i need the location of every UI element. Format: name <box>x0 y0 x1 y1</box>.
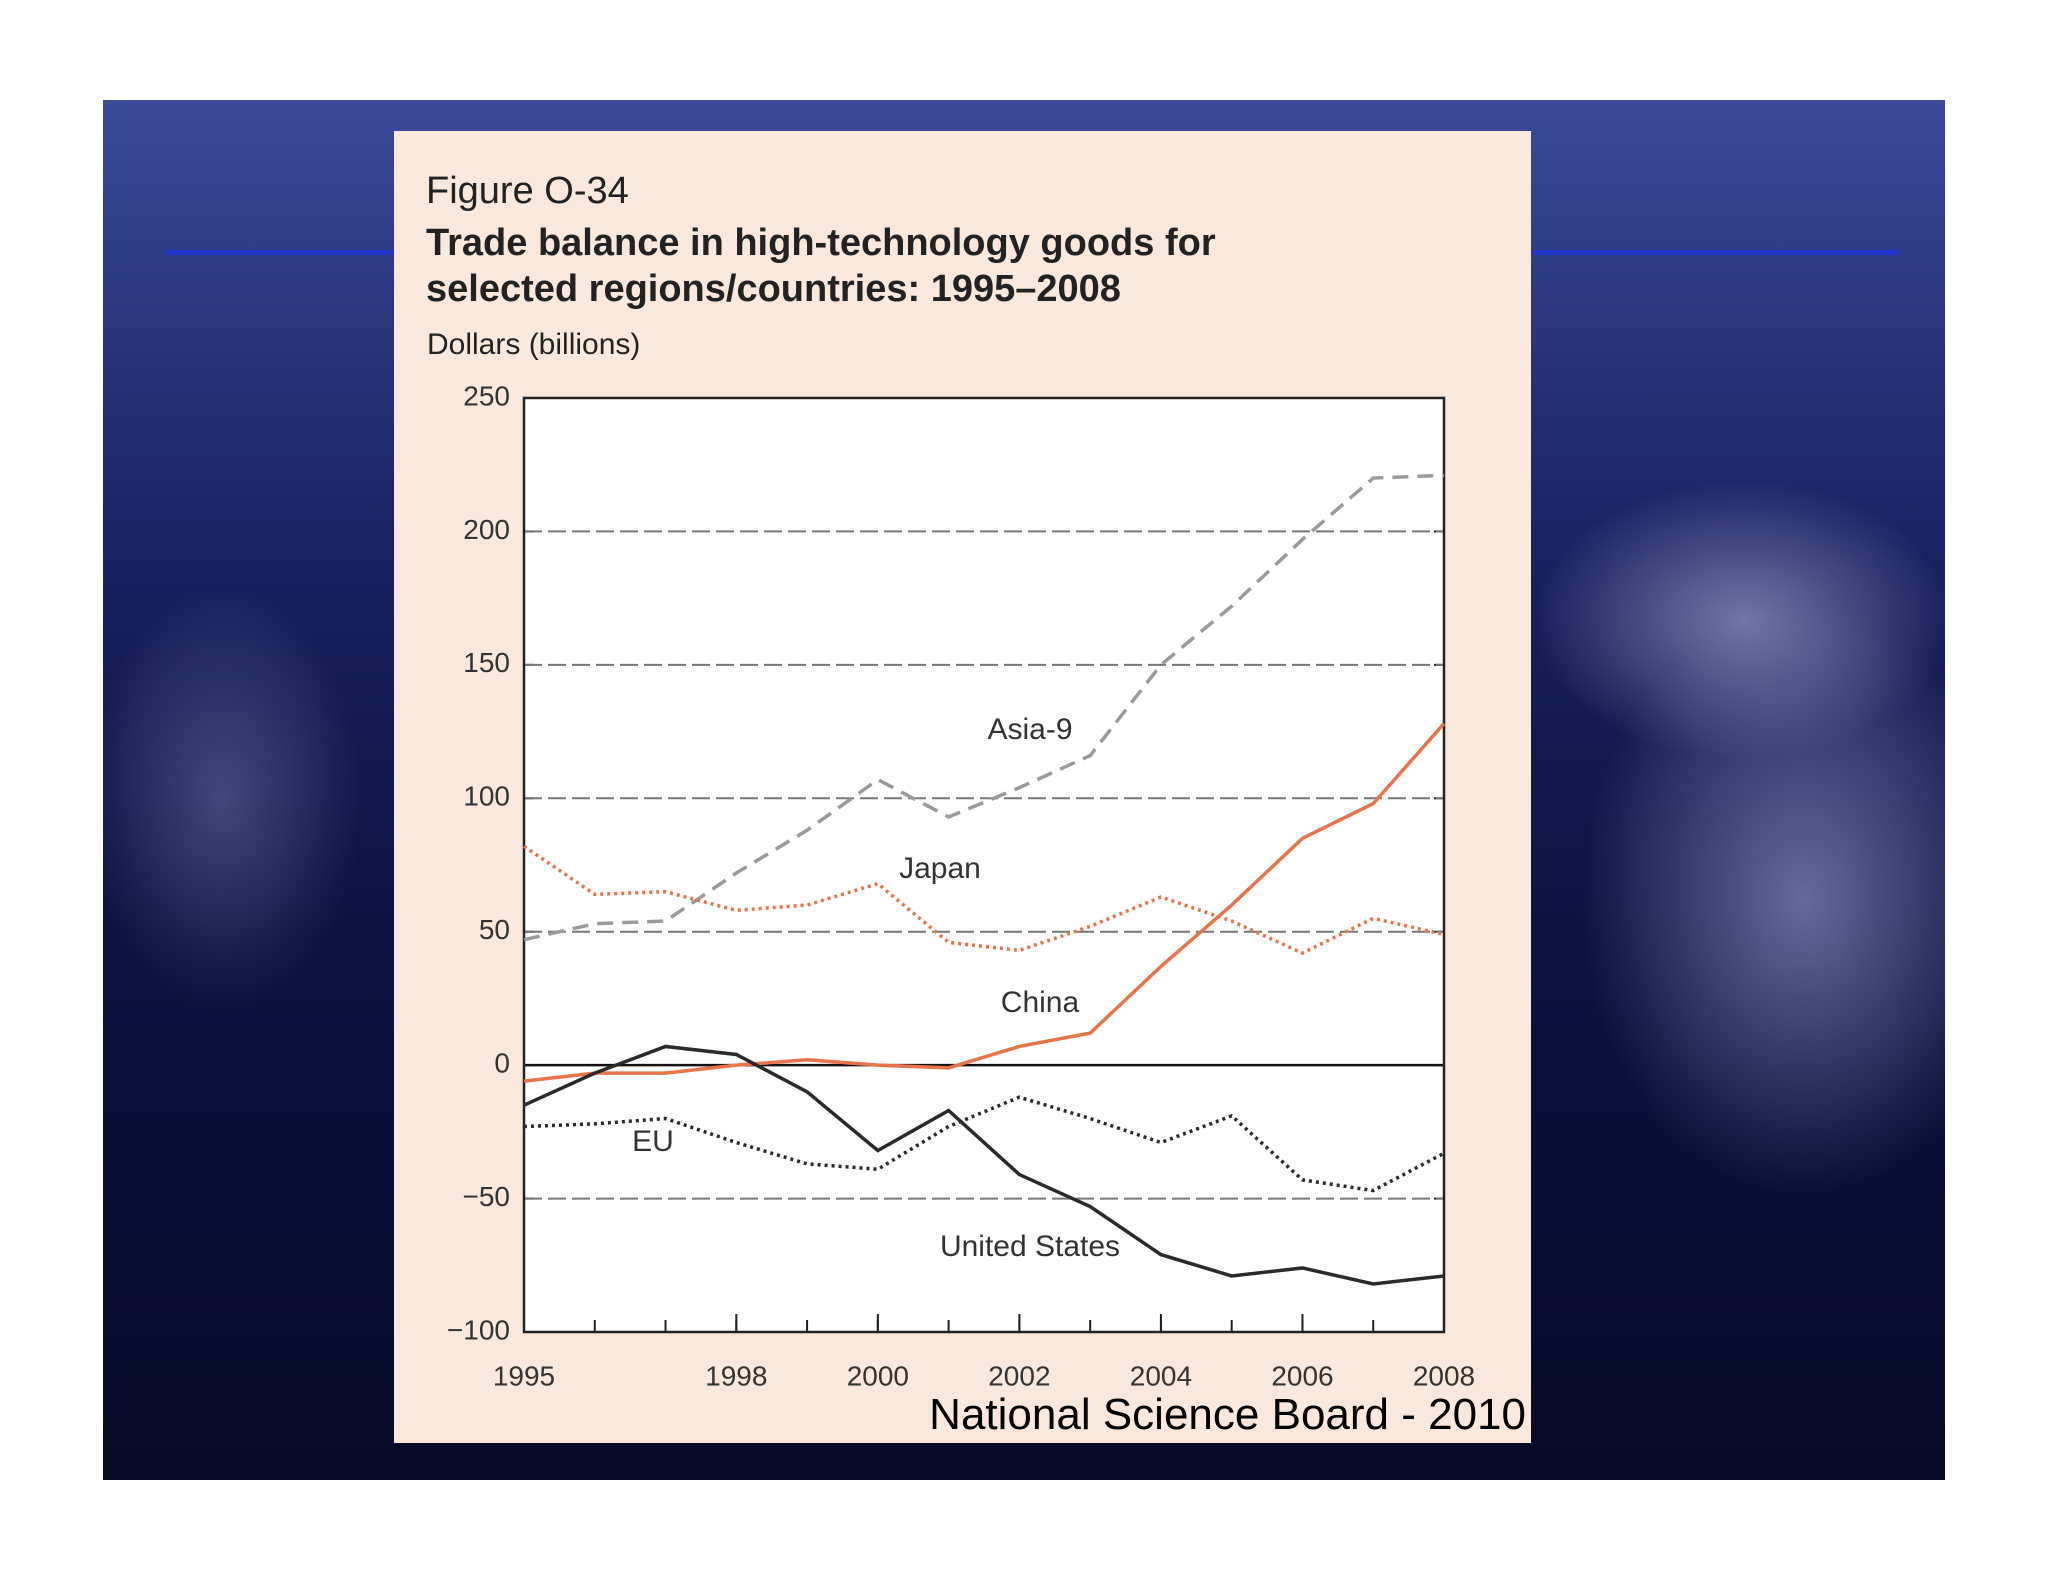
x-tick-label: 2002 <box>988 1360 1050 1391</box>
x-tick-label: 2006 <box>1271 1360 1333 1391</box>
series-label: EU <box>632 1125 674 1158</box>
y-axis-label: Dollars (billions) <box>427 328 641 361</box>
x-tick-label: 2004 <box>1130 1360 1192 1391</box>
y-tick-label: 250 <box>463 380 510 411</box>
y-tick-label: 0 <box>494 1048 510 1079</box>
series-line <box>523 722 1446 1083</box>
series-label: Japan <box>899 852 981 885</box>
y-tick-label: −50 <box>463 1181 511 1212</box>
y-tick-label: 50 <box>479 914 510 945</box>
accent-bar <box>166 250 396 255</box>
plot-area <box>524 398 1444 1332</box>
figure-label: Figure O-34 <box>426 170 629 212</box>
series-label: Asia-9 <box>987 713 1072 746</box>
series-line <box>523 844 1445 955</box>
chart-title: Trade balance in high-technology goods f… <box>426 222 1216 310</box>
x-tick-label: 2000 <box>847 1360 909 1391</box>
source: National Science Board - 2010 <box>929 1390 1526 1439</box>
series-line <box>523 1095 1445 1193</box>
y-tick-label: 200 <box>463 514 510 545</box>
x-tick-label: 2008 <box>1413 1360 1475 1391</box>
series-line <box>523 473 1445 942</box>
series-label: United States <box>940 1230 1120 1263</box>
series-label: China <box>1001 986 1080 1019</box>
y-tick-label: −100 <box>447 1314 510 1345</box>
series-line <box>523 1044 1445 1286</box>
y-tick-label: 100 <box>463 781 510 812</box>
x-tick-label: 1998 <box>705 1360 767 1391</box>
x-tick-label: 1995 <box>493 1360 555 1391</box>
y-tick-label: 150 <box>463 647 510 678</box>
plot-frame <box>522 396 1446 1334</box>
accent-bar <box>1530 250 1898 255</box>
